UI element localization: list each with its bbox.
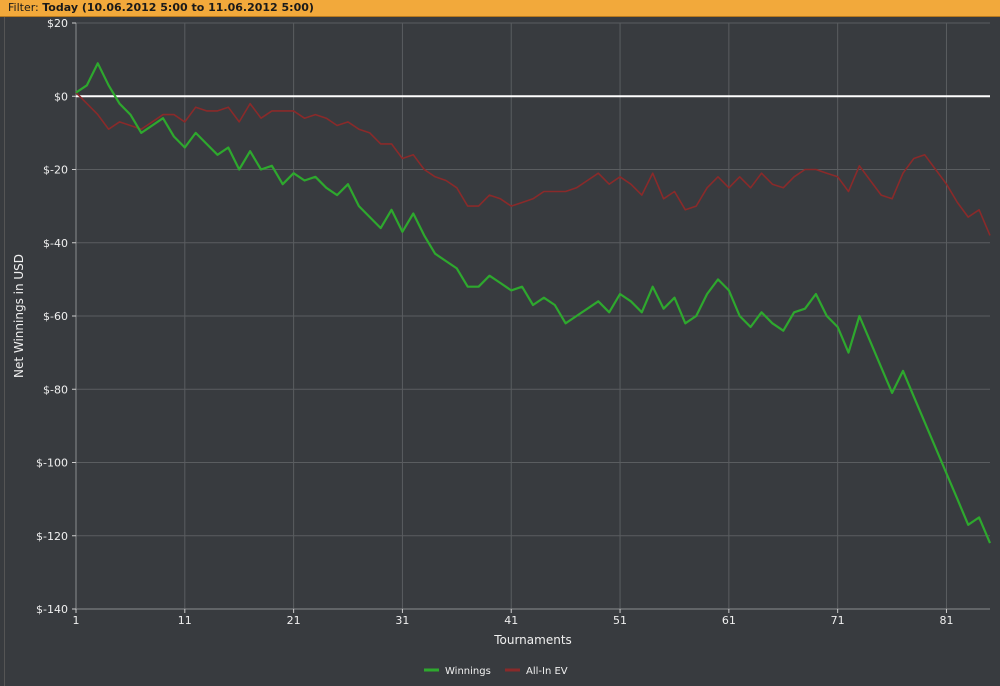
x-axis-ticks: 1 11 21 31 41 51 61 71 81 <box>73 609 953 627</box>
y-tick-label: $20 <box>47 17 68 30</box>
y-tick-label: $0 <box>54 90 68 103</box>
filter-value: Today (10.06.2012 5:00 to 11.06.2012 5:0… <box>42 1 314 14</box>
x-tick-label: 51 <box>613 614 627 627</box>
legend-label: Winnings <box>445 666 491 677</box>
y-tick-label: $-120 <box>36 530 68 543</box>
x-tick-label: 81 <box>939 614 953 627</box>
y-axis-ticks: $20 $0 $-20 $-40 $-60 $-80 $-100 $-120 $-140 <box>36 17 76 616</box>
y-tick-label: $-80 <box>43 383 68 396</box>
x-tick-label: 61 <box>722 614 736 627</box>
chart-series <box>75 62 992 544</box>
chart-legend: Winnings All-In EV <box>424 666 568 677</box>
y-tick-label: $-100 <box>36 457 68 470</box>
legend-label: All-In EV <box>526 666 568 677</box>
series-line-winnings <box>75 62 992 544</box>
x-tick-label: 11 <box>178 614 192 627</box>
chart-frame <box>4 17 1000 686</box>
chart-grid <box>75 22 990 610</box>
series-line-all-in-ev <box>75 92 991 236</box>
x-tick-label: 21 <box>287 614 301 627</box>
x-tick-label: 31 <box>395 614 409 627</box>
x-axis-label: Tournaments <box>493 633 572 647</box>
y-tick-label: $-60 <box>43 310 68 323</box>
x-tick-label: 71 <box>831 614 845 627</box>
y-tick-label: $-140 <box>36 603 68 616</box>
filter-bar: Filter: Today (10.06.2012 5:00 to 11.06.… <box>0 0 1000 17</box>
filter-label: Filter: <box>8 1 39 14</box>
y-tick-label: $-20 <box>43 164 68 177</box>
y-axis-label: Net Winnings in USD <box>12 254 26 378</box>
x-tick-label: 41 <box>504 614 518 627</box>
x-tick-label: 1 <box>73 614 80 627</box>
y-tick-label: $-40 <box>43 237 68 250</box>
